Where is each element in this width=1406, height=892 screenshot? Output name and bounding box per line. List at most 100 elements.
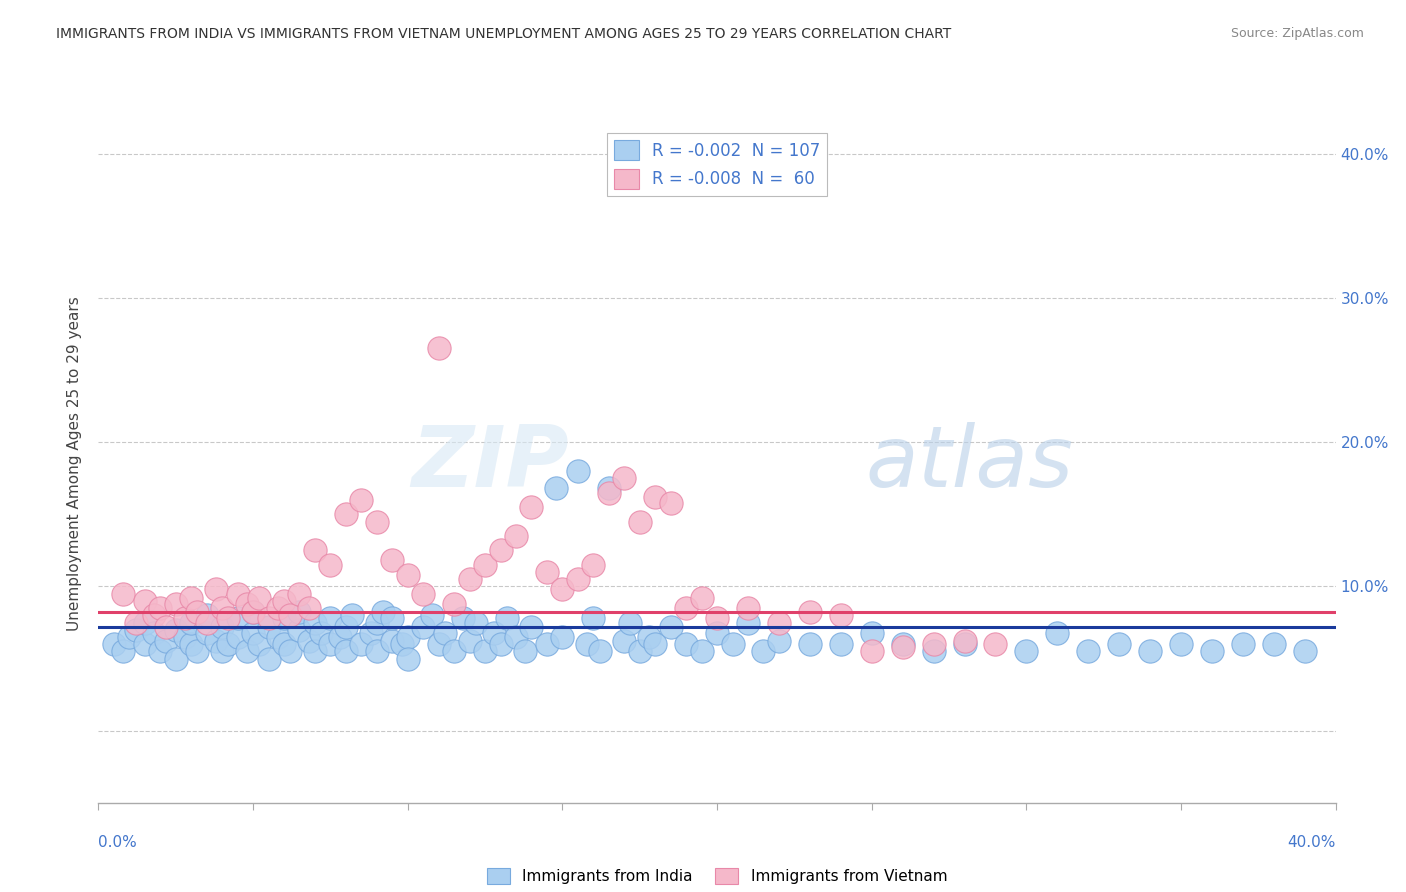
Point xyxy=(613,634,636,648)
Point xyxy=(576,637,599,651)
Point xyxy=(143,625,166,640)
Point xyxy=(644,490,666,504)
Point xyxy=(505,630,527,644)
Point xyxy=(659,496,682,510)
Point xyxy=(134,594,156,608)
Point xyxy=(1232,637,1254,651)
Point xyxy=(273,637,295,651)
Point xyxy=(489,637,512,651)
Point xyxy=(366,644,388,658)
Point xyxy=(143,608,166,623)
Point xyxy=(304,615,326,630)
Point xyxy=(638,630,661,644)
Point xyxy=(371,606,394,620)
Point xyxy=(1201,644,1223,658)
Point xyxy=(567,572,589,586)
Point xyxy=(427,342,450,356)
Text: 40.0%: 40.0% xyxy=(1288,836,1336,850)
Point xyxy=(799,606,821,620)
Point xyxy=(267,601,290,615)
Point xyxy=(134,637,156,651)
Point xyxy=(690,644,713,658)
Point xyxy=(830,637,852,651)
Point xyxy=(396,630,419,644)
Point xyxy=(953,634,976,648)
Point xyxy=(433,625,456,640)
Point xyxy=(1170,637,1192,651)
Point xyxy=(350,492,373,507)
Point xyxy=(257,620,280,634)
Point xyxy=(412,620,434,634)
Point xyxy=(396,568,419,582)
Point xyxy=(551,630,574,644)
Point xyxy=(335,644,357,658)
Point xyxy=(304,543,326,558)
Point xyxy=(984,637,1007,651)
Point xyxy=(186,644,208,658)
Point xyxy=(112,587,135,601)
Point xyxy=(226,630,249,644)
Point xyxy=(112,644,135,658)
Point xyxy=(582,558,605,572)
Point xyxy=(340,608,363,623)
Point xyxy=(211,601,233,615)
Point xyxy=(706,625,728,640)
Point xyxy=(520,620,543,634)
Point xyxy=(319,611,342,625)
Point xyxy=(422,608,444,623)
Point xyxy=(412,587,434,601)
Point xyxy=(489,543,512,558)
Point xyxy=(453,611,475,625)
Point xyxy=(768,634,790,648)
Point xyxy=(536,565,558,579)
Point xyxy=(551,582,574,597)
Point xyxy=(124,615,146,630)
Point xyxy=(628,515,651,529)
Point xyxy=(598,481,620,495)
Point xyxy=(247,637,270,651)
Point xyxy=(567,464,589,478)
Point xyxy=(273,611,295,625)
Point xyxy=(319,558,342,572)
Point xyxy=(427,637,450,651)
Point xyxy=(830,608,852,623)
Point xyxy=(1046,625,1069,640)
Point xyxy=(242,606,264,620)
Point xyxy=(613,471,636,485)
Point xyxy=(443,644,465,658)
Text: atlas: atlas xyxy=(866,422,1074,506)
Point xyxy=(149,601,172,615)
Point xyxy=(1294,644,1316,658)
Point xyxy=(242,606,264,620)
Point xyxy=(174,611,197,625)
Point xyxy=(180,591,202,605)
Point xyxy=(149,644,172,658)
Point xyxy=(118,630,141,644)
Point xyxy=(205,634,228,648)
Point xyxy=(520,500,543,515)
Point xyxy=(298,601,321,615)
Point xyxy=(335,620,357,634)
Point xyxy=(366,515,388,529)
Point xyxy=(381,611,404,625)
Point xyxy=(860,625,883,640)
Point xyxy=(768,615,790,630)
Point xyxy=(799,637,821,651)
Point xyxy=(360,625,382,640)
Point xyxy=(124,623,146,637)
Point xyxy=(675,637,697,651)
Point xyxy=(247,591,270,605)
Point xyxy=(706,611,728,625)
Text: ZIP: ZIP xyxy=(411,422,568,506)
Point xyxy=(319,637,342,651)
Point xyxy=(335,508,357,522)
Point xyxy=(443,597,465,611)
Point xyxy=(366,615,388,630)
Point xyxy=(329,630,352,644)
Point xyxy=(953,637,976,651)
Point xyxy=(211,620,233,634)
Point xyxy=(582,611,605,625)
Point xyxy=(226,587,249,601)
Point xyxy=(165,623,187,637)
Point xyxy=(155,634,177,648)
